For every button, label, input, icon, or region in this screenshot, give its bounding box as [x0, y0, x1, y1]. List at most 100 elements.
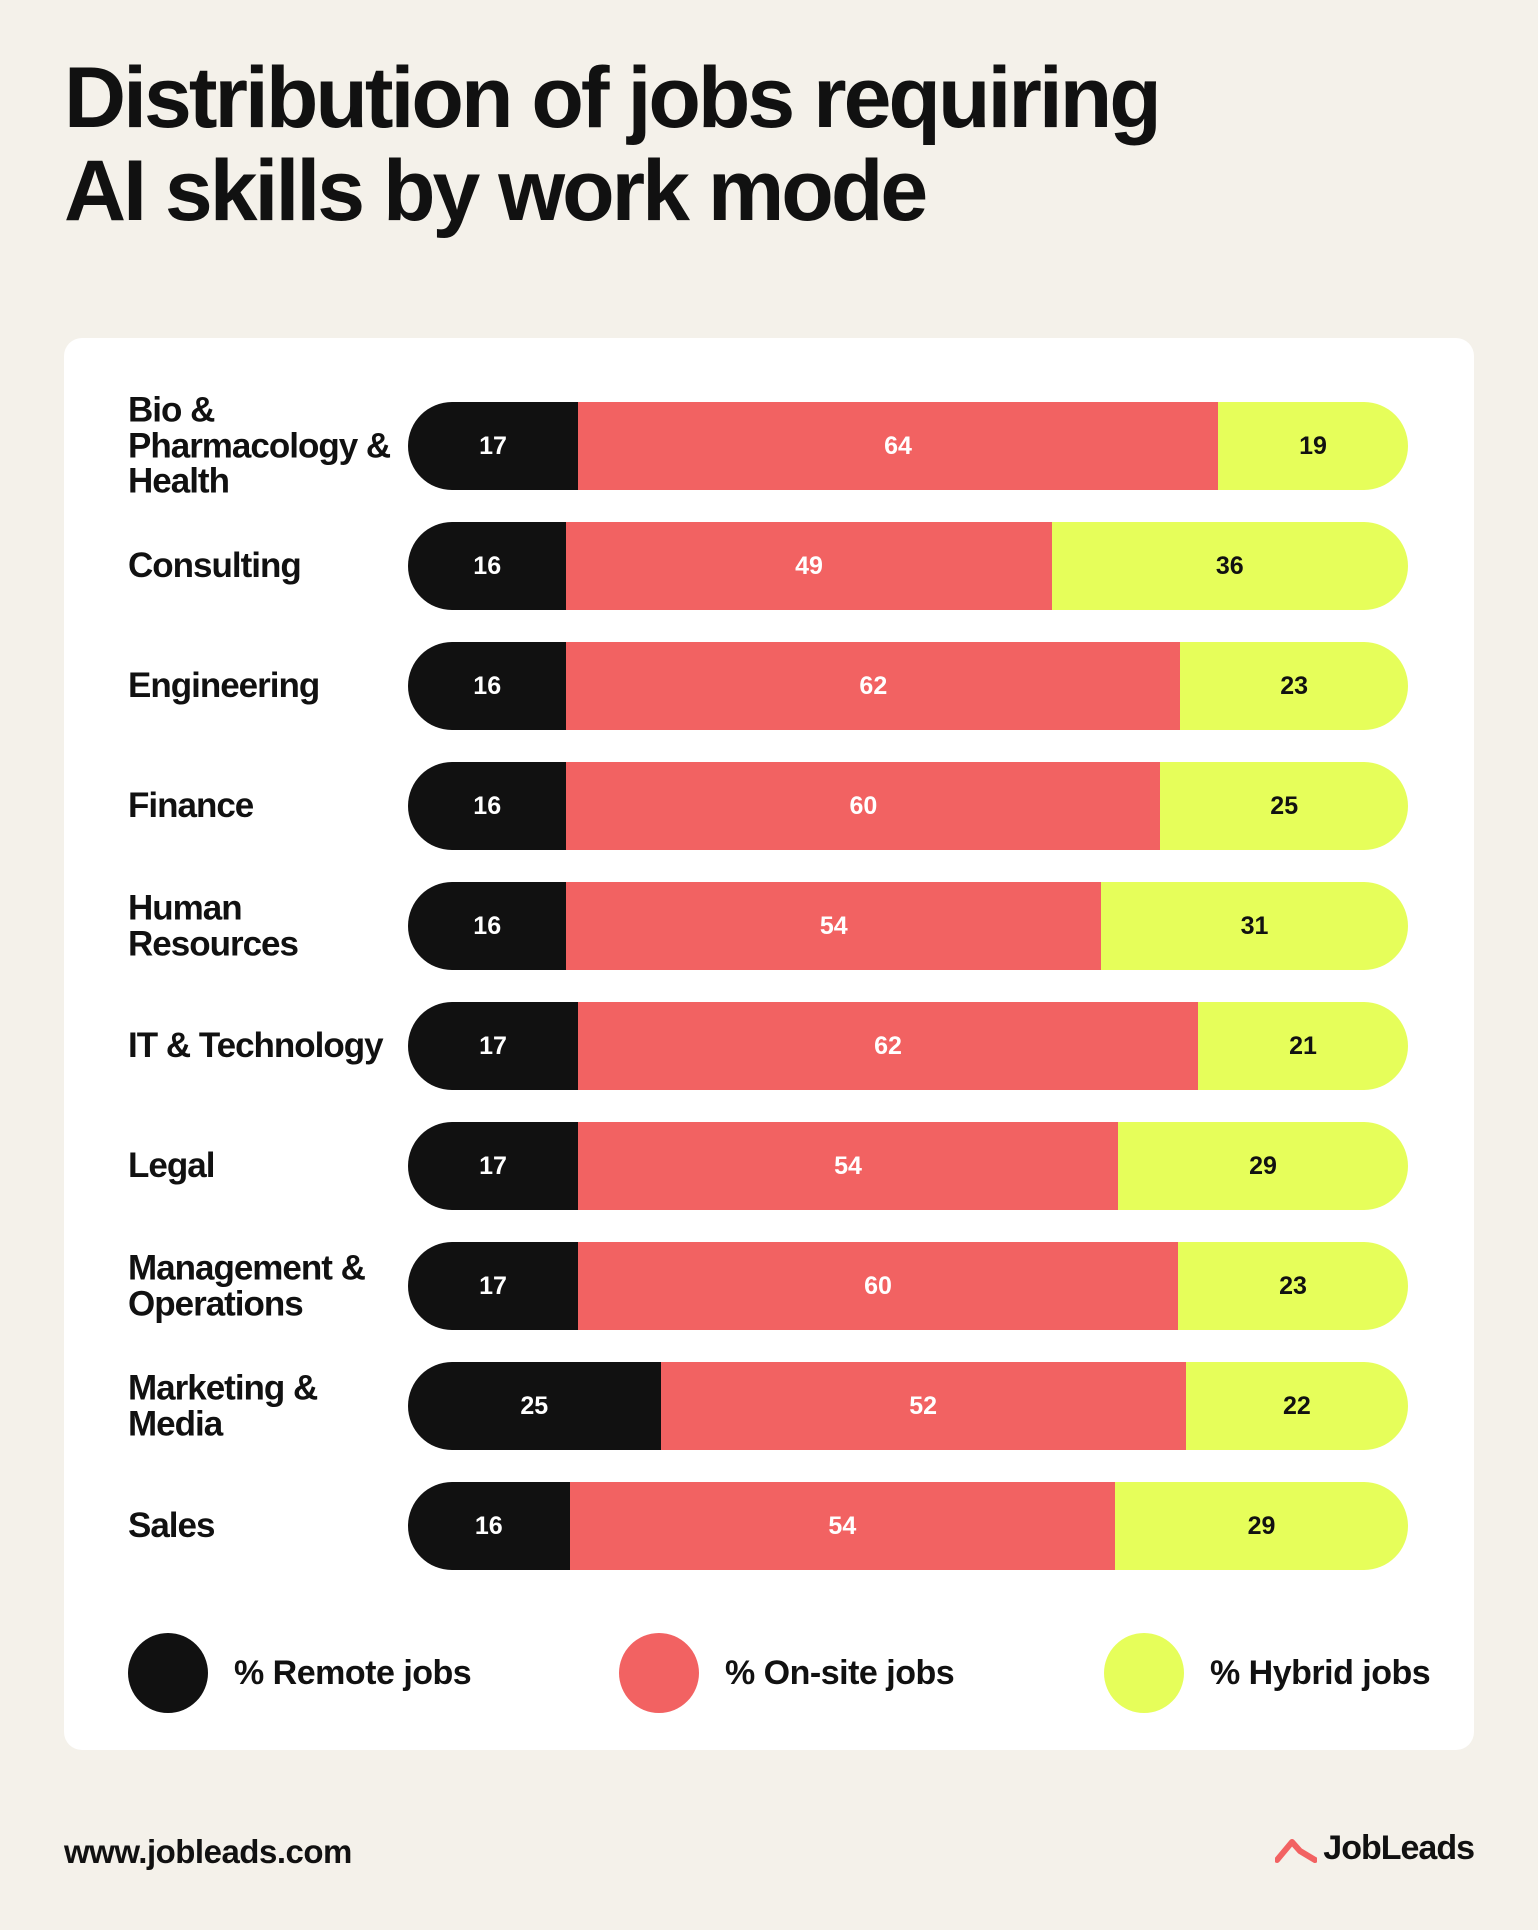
chart-row: Sales 16 54 29 — [64, 1482, 1474, 1570]
data-label: 54 — [828, 1511, 857, 1540]
brand-name: JobLeads — [1323, 1829, 1475, 1867]
category-label: Engineering — [128, 666, 320, 706]
chart-card: Bio & Pharmacology & Health 17 64 19 Consult… — [64, 338, 1474, 1750]
legend-label: % Hybrid jobs — [1210, 1653, 1431, 1692]
bar-segment-onsite: 64 — [578, 402, 1218, 490]
bar-segment-onsite: 52 — [660, 1362, 1186, 1450]
data-label: 16 — [473, 551, 502, 580]
data-label: 62 — [859, 671, 888, 700]
category-label: Human Resources — [128, 888, 299, 963]
jobleads-logo-icon — [1275, 1838, 1318, 1863]
legend-swatch — [619, 1633, 699, 1713]
data-label: 29 — [1247, 1511, 1276, 1540]
data-label: 25 — [520, 1391, 549, 1420]
data-label: 23 — [1280, 671, 1309, 700]
bar-segment-hybrid: 19 — [1218, 402, 1408, 490]
bar-segment-hybrid: 25 — [1160, 762, 1408, 850]
chart-row: Human Resources 16 54 31 — [64, 882, 1474, 970]
bar-segment-hybrid: 23 — [1180, 642, 1408, 730]
stacked-bar: 25 52 22 — [408, 1362, 1408, 1450]
data-label: 31 — [1240, 911, 1269, 940]
data-label: 64 — [884, 431, 912, 460]
bar-segment-remote: 25 — [408, 1362, 661, 1450]
bar-segment-onsite: 60 — [566, 762, 1161, 850]
data-label: 25 — [1270, 791, 1299, 820]
bar-segment-remote: 16 — [408, 882, 567, 970]
stacked-bar: 17 62 21 — [408, 1002, 1408, 1090]
bar-segment-hybrid: 36 — [1051, 522, 1408, 610]
chart-title-line-1: Distribution of jobs requiring — [64, 50, 1162, 146]
data-label: 19 — [1299, 431, 1327, 460]
chart-row: IT & Technology 17 62 21 — [64, 1002, 1474, 1090]
data-label: 17 — [479, 1271, 507, 1300]
data-label: 49 — [795, 551, 823, 580]
category-label: Sales — [128, 1506, 215, 1546]
stacked-bar: 16 54 29 — [408, 1482, 1408, 1570]
bar-segment-hybrid: 31 — [1101, 882, 1408, 970]
chart-title-line-2: AI skills by work mode — [64, 142, 928, 239]
data-label: 60 — [864, 1271, 892, 1300]
legend-item-onsite: % On-site jobs — [619, 1633, 955, 1713]
bar-segment-onsite: 49 — [566, 522, 1052, 610]
bar-segment-hybrid: 29 — [1118, 1122, 1408, 1210]
data-label: 22 — [1282, 1391, 1311, 1420]
bar-segment-onsite: 60 — [578, 1242, 1178, 1330]
legend-label: % On-site jobs — [725, 1653, 955, 1692]
category-label: Marketing & Media — [128, 1368, 318, 1443]
category-label: Consulting — [128, 546, 302, 586]
category-label: IT & Technology — [128, 1026, 384, 1066]
bar-segment-remote: 17 — [408, 1242, 578, 1330]
data-label: 17 — [479, 1151, 507, 1180]
data-label: 60 — [849, 791, 878, 820]
legend-swatch — [128, 1633, 208, 1713]
bar-segment-hybrid: 23 — [1178, 1242, 1408, 1330]
data-label: 52 — [909, 1391, 938, 1420]
chart-row: Legal 17 54 29 — [64, 1122, 1474, 1210]
bar-segment-hybrid: 29 — [1115, 1482, 1408, 1570]
bar-segment-remote: 17 — [408, 1002, 578, 1090]
data-label: 62 — [874, 1031, 902, 1060]
data-label: 17 — [479, 1031, 507, 1060]
stacked-bar: 16 54 31 — [408, 882, 1408, 970]
bar-segment-hybrid: 21 — [1198, 1002, 1408, 1090]
bar-segment-onsite: 62 — [566, 642, 1181, 730]
stacked-bar: 16 62 23 — [408, 642, 1408, 730]
category-label: Management & Operations — [128, 1248, 366, 1323]
chart-row: Engineering 16 62 23 — [64, 642, 1474, 730]
bar-segment-onsite: 54 — [566, 882, 1102, 970]
bar-segment-remote: 16 — [408, 642, 567, 730]
category-label: Legal — [128, 1146, 215, 1186]
data-label: 36 — [1215, 551, 1244, 580]
stacked-bar: 17 60 23 — [408, 1242, 1408, 1330]
chart-row: Bio & Pharmacology & Health 17 64 19 — [64, 392, 1474, 499]
legend-swatch — [1104, 1633, 1184, 1713]
data-label: 17 — [479, 431, 507, 460]
bar-segment-hybrid: 22 — [1185, 1362, 1408, 1450]
legend-item-hybrid: % Hybrid jobs — [1104, 1633, 1431, 1713]
category-label: Bio & Pharmacology & Health — [128, 390, 391, 501]
stacked-bar: 17 54 29 — [408, 1122, 1408, 1210]
data-label: 23 — [1279, 1271, 1307, 1300]
bar-segment-remote: 17 — [408, 402, 578, 490]
bar-segment-onsite: 62 — [578, 1002, 1198, 1090]
legend-item-remote: % Remote jobs — [128, 1633, 472, 1713]
bar-segment-remote: 17 — [408, 1122, 578, 1210]
data-label: 16 — [473, 791, 502, 820]
data-label: 54 — [819, 911, 848, 940]
bar-segment-onsite: 54 — [569, 1482, 1116, 1570]
footer-url[interactable]: www.jobleads.com — [64, 1833, 352, 1870]
data-label: 21 — [1289, 1031, 1317, 1060]
chart-row: Marketing & Media 25 52 22 — [64, 1362, 1474, 1450]
data-label: 29 — [1249, 1151, 1277, 1180]
chart-title: Distribution of jobs requiring AI skills… — [64, 52, 1364, 238]
legend-label: % Remote jobs — [234, 1653, 472, 1692]
chart-row: Management & Operations 17 60 23 — [64, 1242, 1474, 1330]
chart-row: Consulting 16 49 36 — [64, 522, 1474, 610]
stacked-bar: 17 64 19 — [408, 402, 1408, 490]
data-label: 16 — [473, 911, 502, 940]
brand-logo: JobLeads — [1275, 1829, 1475, 1868]
chart-row: Finance 16 60 25 — [64, 762, 1474, 850]
bar-segment-remote: 16 — [408, 1482, 570, 1570]
data-label: 16 — [474, 1511, 503, 1540]
data-label: 54 — [834, 1151, 862, 1180]
